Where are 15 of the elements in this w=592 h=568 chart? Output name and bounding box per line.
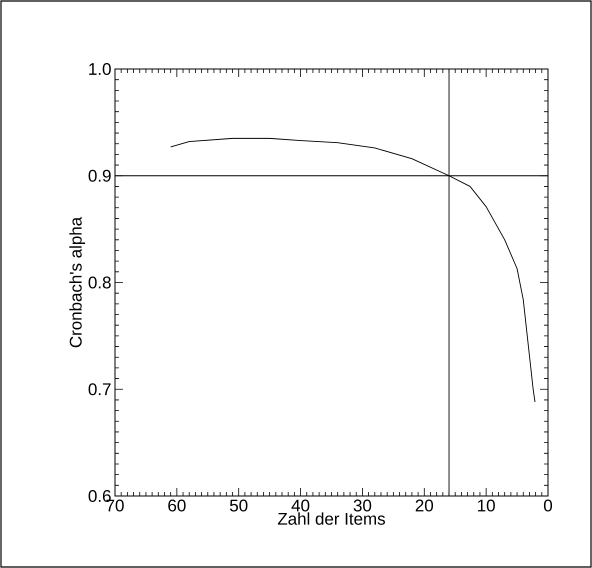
x-axis-title: Zahl der Items (278, 512, 385, 525)
x-tick-label: 70 (106, 500, 124, 512)
x-tick-label: 40 (292, 500, 310, 512)
x-tick-label: 60 (168, 500, 186, 512)
y-axis-title: Cronbach's alpha (69, 216, 86, 348)
x-tick-label: 0 (544, 500, 552, 512)
x-tick-label: 10 (478, 500, 495, 512)
x-tick-label: 50 (230, 500, 248, 512)
y-tick-label: 0.7 (88, 383, 111, 396)
y-tick-label: 0.9 (88, 170, 111, 182)
x-tick-label: 20 (416, 500, 434, 512)
y-tick-label: 1.0 (89, 62, 111, 75)
y-tick-label: 0.8 (88, 276, 111, 288)
y-tick-label: 0.6 (88, 490, 111, 502)
x-tick-label: 30 (354, 500, 372, 512)
